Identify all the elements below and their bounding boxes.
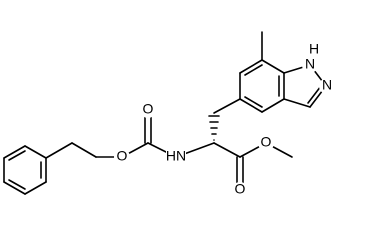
atom-label: O [261, 134, 272, 150]
structure-diagram: O O HN O O H N N [3, 31, 335, 198]
bonds [3, 31, 327, 195]
atom-label: N [305, 56, 315, 72]
atom-label: N [322, 77, 332, 93]
atom-label: H [309, 41, 319, 57]
atom-label: HN [166, 148, 186, 164]
atom-label: O [143, 101, 154, 117]
atom-label: O [235, 181, 246, 197]
atom-label: O [117, 148, 128, 164]
atom-labels: O O HN O O H N N [114, 41, 335, 198]
